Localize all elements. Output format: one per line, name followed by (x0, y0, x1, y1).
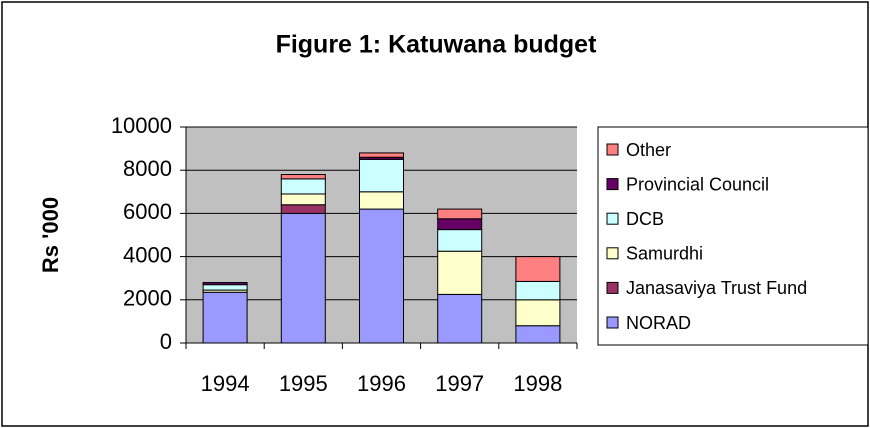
chart-title: Figure 1: Katuwana budget (276, 31, 598, 59)
bar-segment (359, 152, 404, 158)
legend-label: Janasaviya Trust Fund (626, 278, 807, 298)
x-tick-label: 1995 (279, 371, 328, 396)
bar-segment (359, 158, 404, 193)
bar-segment (437, 218, 483, 231)
legend-swatch (606, 143, 619, 156)
legend-swatch (606, 247, 619, 260)
bar-segment (280, 204, 326, 214)
bar-segment (515, 325, 561, 344)
legend-label: Samurdhi (626, 244, 703, 264)
bar-segment (515, 256, 561, 282)
legend (597, 126, 869, 346)
bar-segment (280, 174, 326, 180)
bar-segment (359, 191, 404, 210)
bar-segment (202, 282, 248, 286)
legend-swatch (606, 178, 619, 191)
bar-segment (515, 280, 561, 301)
legend-swatch (606, 281, 619, 294)
bar-segment (202, 291, 248, 344)
bar-segment (202, 284, 248, 291)
bar-segment (437, 229, 483, 252)
bar-segment (437, 293, 483, 344)
x-tick-label: 1998 (513, 371, 562, 396)
bar-segment (280, 178, 326, 195)
x-tick-label: 1997 (435, 371, 484, 396)
y-axis-title: Rs '000 (38, 197, 63, 273)
y-tick-label: 10000 (111, 113, 172, 138)
x-tick-label: 1996 (357, 371, 406, 396)
bar-segment (359, 208, 404, 344)
bar-segment (515, 299, 561, 327)
legend-label: DCB (626, 209, 664, 229)
bar-segment (437, 250, 483, 295)
legend-label: Other (626, 140, 671, 160)
bar-segment (437, 208, 483, 220)
legend-swatch (606, 212, 619, 225)
y-tick-label: 6000 (123, 199, 172, 224)
legend-swatch (606, 316, 619, 329)
y-tick-label: 4000 (123, 242, 172, 267)
y-tick-label: 2000 (123, 286, 172, 311)
x-tick-label: 1994 (201, 371, 250, 396)
bar-segment (280, 212, 326, 344)
legend-label: Provincial Council (626, 174, 769, 194)
y-tick-label: 8000 (123, 156, 172, 181)
y-tick-label: 0 (160, 329, 172, 354)
bar-segment (280, 193, 326, 206)
legend-label: NORAD (626, 313, 691, 333)
